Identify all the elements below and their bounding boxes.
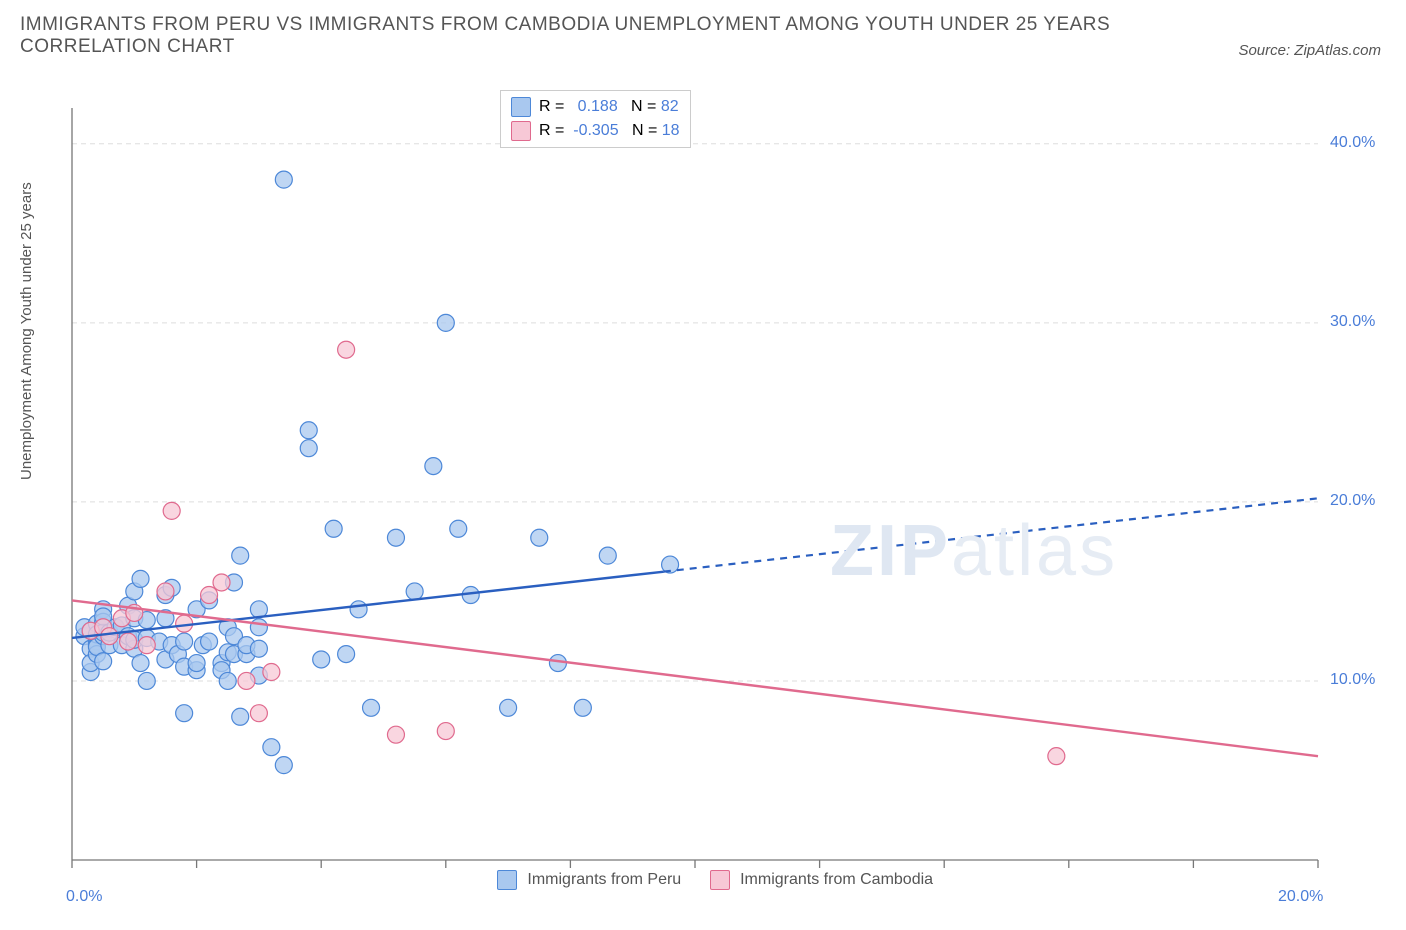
source-attribution: Source: ZipAtlas.com [1238,42,1381,59]
x-tick-label: 20.0% [1278,888,1323,906]
stat-row-peru: R = 0.188 N = 82 [511,95,680,119]
chart-svg [60,90,1380,890]
legend-label-cambodia: Immigrants from Cambodia [740,871,933,888]
x-tick-label: 0.0% [66,888,102,906]
legend-swatch-peru [497,870,517,890]
y-tick-label: 40.0% [1330,134,1375,152]
y-tick-label: 30.0% [1330,313,1375,331]
chart-title: IMMIGRANTS FROM PERU VS IMMIGRANTS FROM … [20,14,1246,58]
bottom-legend: Immigrants from Peru Immigrants from Cam… [0,870,1406,890]
scatter-chart: ZIPatlas R = 0.188 N = 82R = -0.305 N = … [60,90,1380,890]
y-axis-label: Unemployment Among Youth under 25 years [18,182,35,480]
y-tick-label: 20.0% [1330,492,1375,510]
correlation-stats-box: R = 0.188 N = 82R = -0.305 N = 18 [500,90,691,148]
y-tick-label: 10.0% [1330,671,1375,689]
legend-label-peru: Immigrants from Peru [527,871,681,888]
stat-row-cambodia: R = -0.305 N = 18 [511,119,680,143]
legend-swatch-cambodia [710,870,730,890]
